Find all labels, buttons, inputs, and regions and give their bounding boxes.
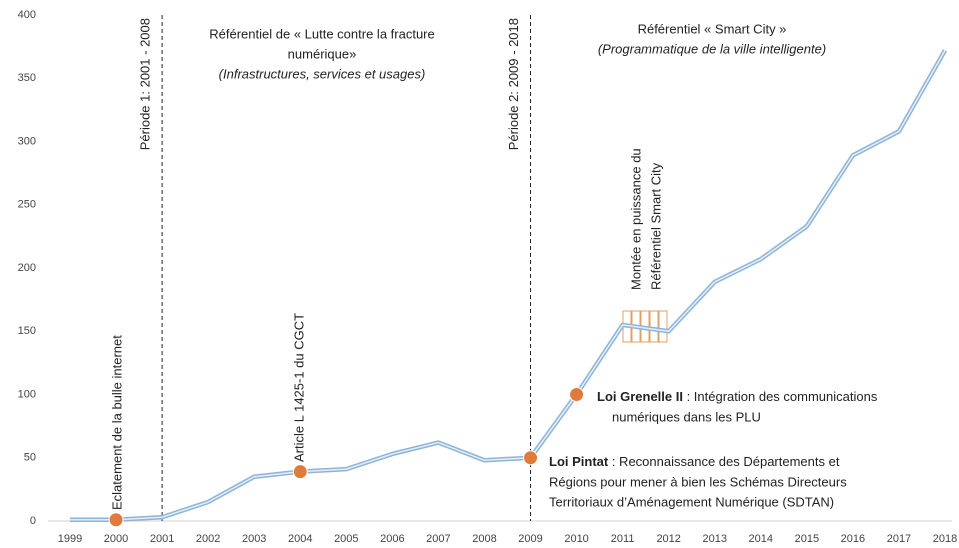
x-tick-label: 2004	[288, 533, 312, 545]
x-tick-label: 2002	[196, 533, 220, 545]
x-tick-label: 2003	[242, 533, 266, 545]
referential-title: numérique»	[288, 46, 357, 61]
y-tick-label: 250	[18, 199, 36, 211]
period-label: Période 2: 2009 - 2018	[506, 18, 521, 150]
event-label: Montée en puissance du	[628, 148, 643, 290]
law-line: numériques dans les PLU	[612, 409, 761, 424]
x-tick-label: 2016	[841, 533, 865, 545]
x-tick-label: 2013	[702, 533, 726, 545]
x-tick-label: 2018	[933, 533, 957, 545]
x-tick-label: 2014	[749, 533, 773, 545]
x-tick-label: 2008	[472, 533, 496, 545]
y-tick-label: 100	[18, 388, 36, 400]
y-tick-label: 0	[30, 515, 36, 527]
x-tick-label: 2011	[611, 533, 635, 545]
line-inner	[70, 50, 946, 521]
law-title: Loi Grenelle II	[597, 389, 683, 404]
marker	[108, 512, 124, 528]
x-tick-label: 2007	[426, 533, 450, 545]
law-line: Régions pour mener à bien les Schémas Di…	[549, 474, 847, 489]
y-tick-label: 400	[18, 9, 36, 21]
referential-title: Référentiel « Smart City »	[638, 21, 787, 36]
law-text: Loi Grenelle II : Intégration des commun…	[597, 389, 878, 404]
referential-subtitle: (Programmatique de la ville intelligente…	[598, 41, 826, 56]
x-tick-label: 2012	[656, 533, 680, 545]
x-tick-label: 2000	[104, 533, 128, 545]
law-text: Loi Pintat : Reconnaissance des Départem…	[549, 454, 840, 469]
event-label: Article L 1425-1 du CGCT	[291, 313, 306, 462]
x-tick-label: 2006	[380, 533, 404, 545]
y-tick-label: 300	[18, 135, 36, 147]
y-tick-label: 50	[24, 452, 36, 464]
period-label: Période 1: 2001 - 2008	[138, 18, 153, 150]
law-line: Territoriaux d’Aménagement Numérique (SD…	[549, 494, 834, 509]
x-tick-label: 1999	[58, 533, 82, 545]
x-tick-label: 2009	[518, 533, 542, 545]
law-line: : Intégration des communications	[683, 389, 878, 404]
law-line: : Reconnaissance des Départements et	[608, 454, 840, 469]
hatch-box	[649, 310, 659, 343]
marker	[523, 450, 539, 466]
x-tick-label: 2005	[334, 533, 358, 545]
x-tick-label: 2010	[564, 533, 588, 545]
y-tick-label: 150	[18, 325, 36, 337]
event-label: Eclatement de la bulle internet	[109, 335, 124, 510]
marker	[569, 387, 585, 402]
y-tick-label: 350	[18, 72, 36, 84]
referential-subtitle: (Infrastructures, services et usages)	[219, 66, 426, 81]
hatch-box	[658, 310, 668, 343]
x-tick-label: 2015	[795, 533, 819, 545]
event-label: Référentiel Smart City	[648, 162, 663, 290]
marker	[292, 464, 308, 480]
law-title: Loi Pintat	[549, 454, 609, 469]
referential-title: Référentiel de « Lutte contre la fractur…	[209, 26, 434, 41]
y-tick-label: 200	[18, 262, 36, 274]
x-tick-label: 2001	[150, 533, 174, 545]
x-tick-label: 2017	[887, 533, 911, 545]
